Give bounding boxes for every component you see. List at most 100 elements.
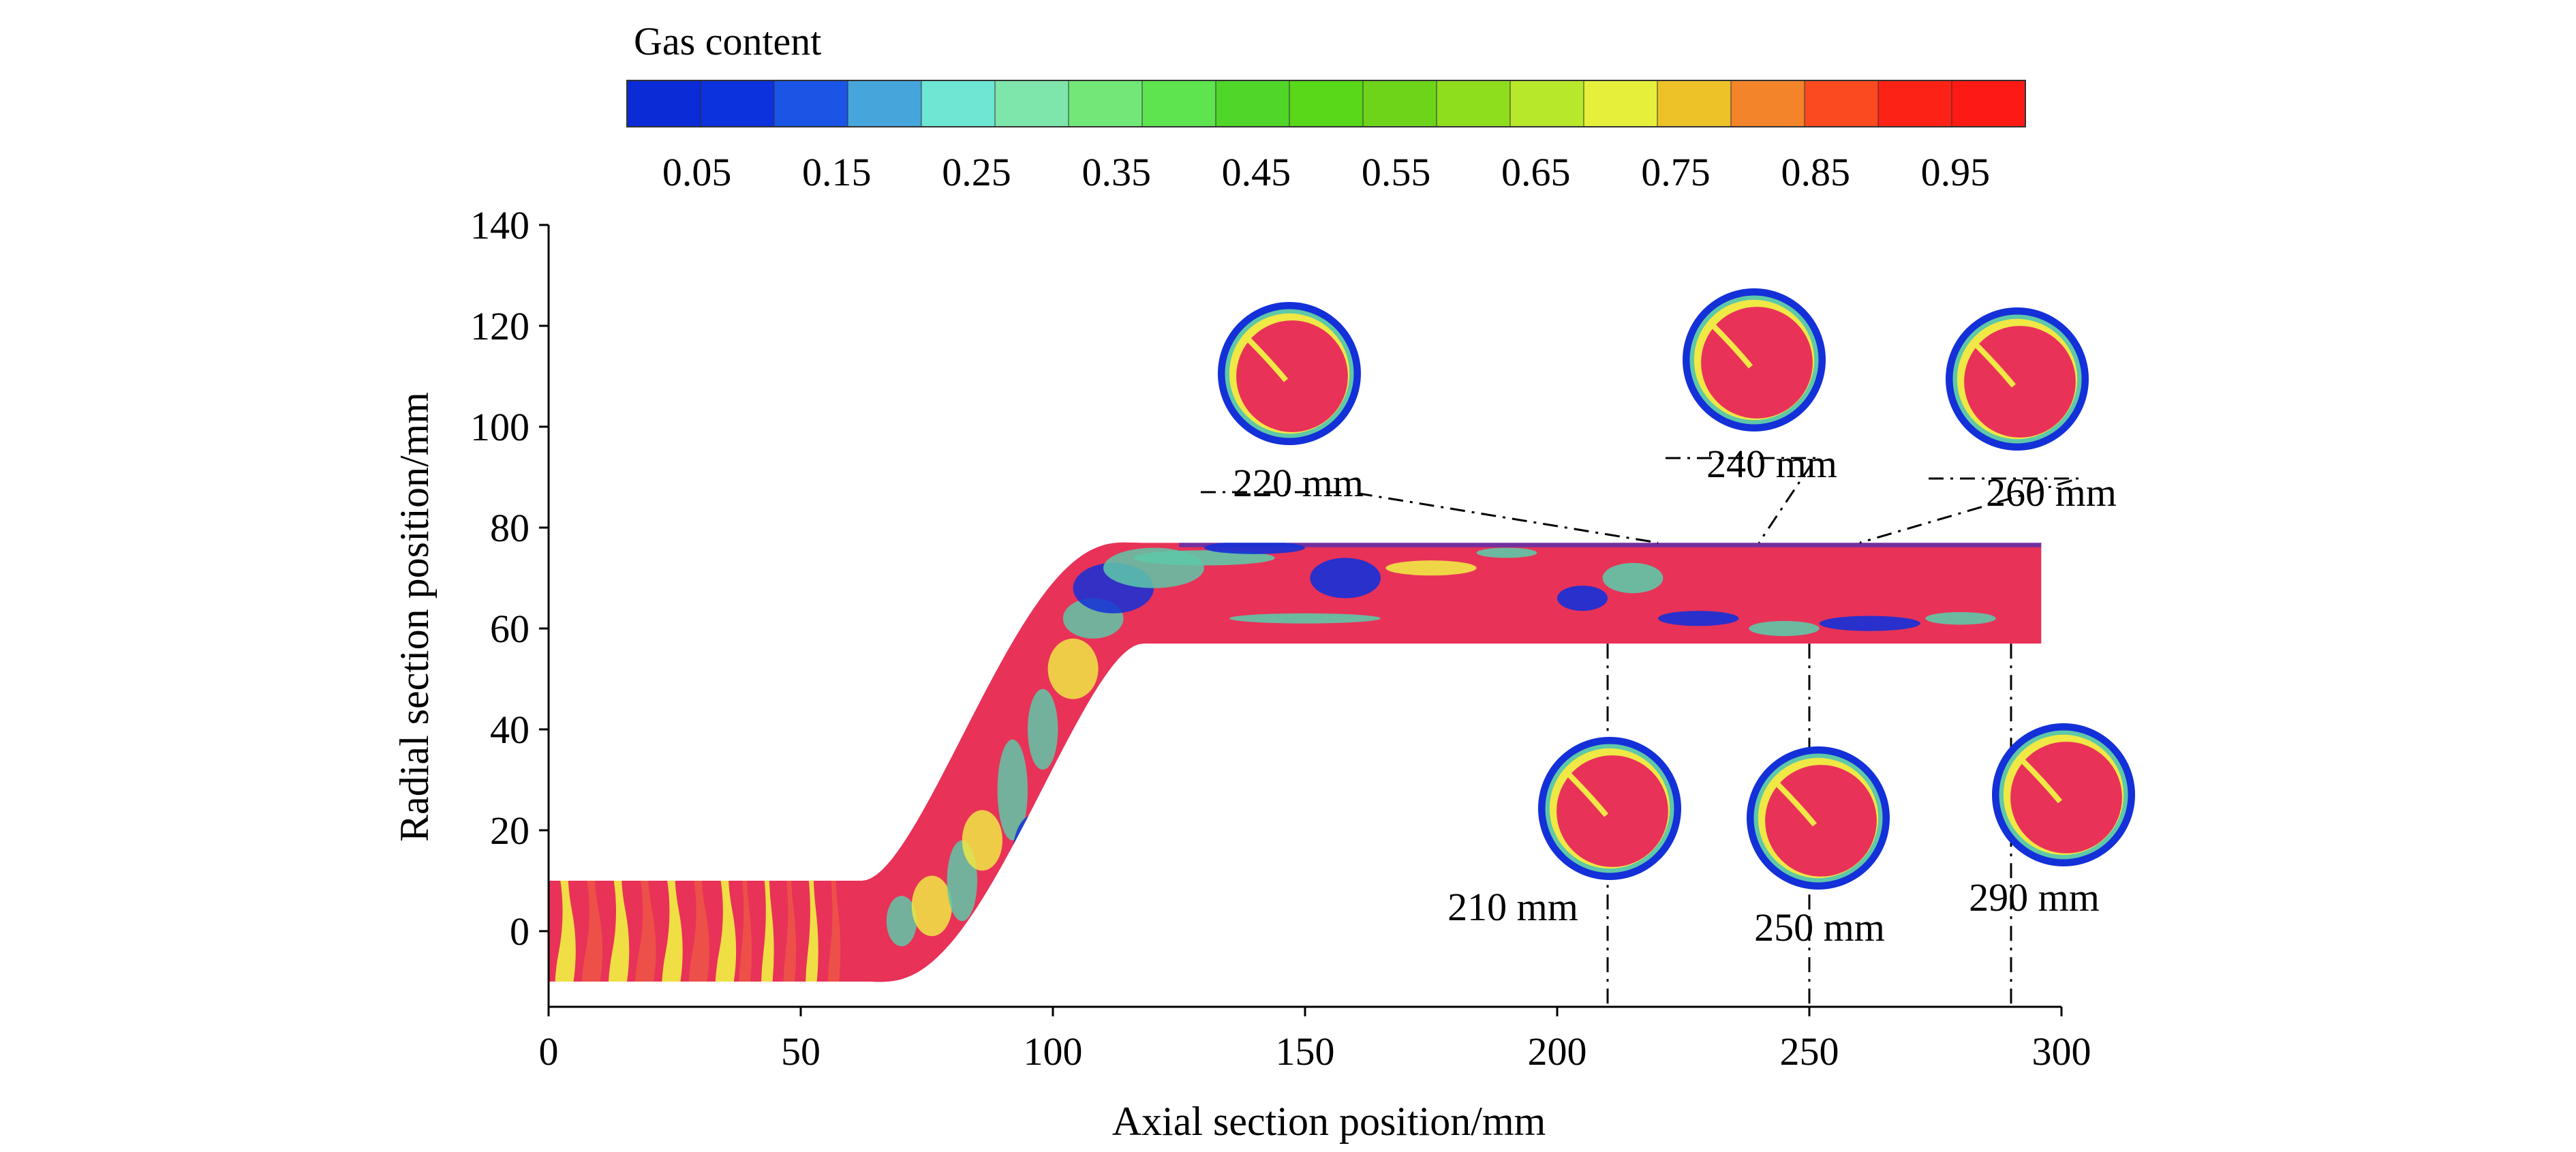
inlet-gas-band bbox=[661, 828, 683, 982]
section-streak-260 bbox=[1974, 343, 2017, 388]
colorbar-cell bbox=[1289, 80, 1364, 127]
colorbar-cell bbox=[700, 80, 775, 127]
colorbar-tick-label: 0.25 bbox=[942, 150, 1011, 194]
outlet-gas-pocket bbox=[1557, 586, 1608, 611]
colorbar-cell bbox=[1509, 80, 1584, 127]
x-tick-label: 300 bbox=[2032, 1029, 2091, 1074]
section-leader-240 bbox=[1666, 457, 1818, 544]
colorbar-cell bbox=[1215, 80, 1290, 127]
colorbar-cell bbox=[1804, 80, 1879, 127]
section-label-210: 210 mm bbox=[1447, 885, 1578, 929]
pipe-liquid-field bbox=[549, 542, 2042, 982]
colorbar-tick-label: 0.65 bbox=[1501, 150, 1571, 194]
colorbar-tick-label: 0.75 bbox=[1641, 150, 1711, 194]
bend-gas-pocket bbox=[962, 810, 1002, 871]
colorbar-cell bbox=[1877, 80, 1952, 127]
colorbar-tick-label: 0.45 bbox=[1222, 150, 1291, 194]
inlet-gas-band bbox=[783, 828, 797, 982]
x-tick-label: 250 bbox=[1780, 1029, 1839, 1074]
inlet-gas-band bbox=[608, 828, 630, 982]
colorbar-frame bbox=[626, 80, 2026, 127]
colorbar-title: Gas content bbox=[634, 19, 821, 63]
y-tick-label: 100 bbox=[470, 405, 530, 449]
outlet-gas-pocket bbox=[1819, 616, 1920, 631]
section-leader-220 bbox=[1201, 491, 1659, 544]
colorbar-cell bbox=[847, 80, 922, 127]
section-streak-220 bbox=[1246, 337, 1289, 382]
bend-gas-pocket bbox=[1028, 688, 1058, 770]
bend-gas-pocket bbox=[1047, 638, 1099, 699]
outlet-gas-pocket bbox=[1133, 550, 1275, 566]
outlet-gas-pocket bbox=[1310, 558, 1381, 598]
colorbar-cell bbox=[1068, 80, 1143, 127]
inlet-gas-band bbox=[581, 828, 603, 982]
y-tick-label: 60 bbox=[490, 607, 530, 651]
x-tick-label: 200 bbox=[1528, 1029, 1587, 1074]
outlet-gas-pocket bbox=[1602, 562, 1663, 594]
outlet-gas-pocket bbox=[1385, 560, 1477, 576]
section-core-220 bbox=[1236, 320, 1348, 432]
section-leader-260 bbox=[1859, 477, 2079, 544]
bend-gas-pocket bbox=[886, 896, 917, 947]
colorbar-cell bbox=[1362, 80, 1437, 127]
section-streak-250 bbox=[1775, 782, 1818, 827]
y-tick-label: 40 bbox=[490, 708, 530, 752]
inlet-gas-band bbox=[805, 828, 818, 982]
colorbar-cell bbox=[1657, 80, 1732, 127]
inlet-gas-band bbox=[555, 828, 576, 982]
x-tick-label: 150 bbox=[1276, 1029, 1335, 1074]
section-core-250 bbox=[1765, 765, 1877, 877]
colorbar-cell bbox=[1951, 80, 2026, 127]
x-tick-label: 50 bbox=[781, 1029, 821, 1074]
inlet-gas-band bbox=[761, 828, 774, 982]
x-tick-label: 100 bbox=[1024, 1029, 1083, 1074]
axes: 0 50 100 150 200 250 300 0 20 40 60 80 100 120 140 Ax… bbox=[392, 203, 2091, 1144]
colorbar-cell bbox=[1436, 80, 1511, 127]
y-tick-label: 140 bbox=[470, 203, 530, 247]
section-core-210 bbox=[1557, 755, 1668, 867]
section-label-250: 250 mm bbox=[1754, 905, 1885, 950]
colorbar-cell bbox=[773, 80, 848, 127]
section-label-240: 240 mm bbox=[1706, 442, 1837, 486]
section-core-240 bbox=[1701, 307, 1813, 419]
colorbar-tick-label: 0.15 bbox=[802, 150, 872, 194]
bend-gas-pocket bbox=[997, 739, 1028, 840]
y-tick-label: 0 bbox=[510, 909, 530, 954]
colorbar-cell bbox=[921, 80, 996, 127]
colorbar-cell bbox=[1730, 80, 1805, 127]
section-label-290: 290 mm bbox=[1969, 875, 2100, 920]
y-tick-label: 80 bbox=[490, 506, 530, 550]
x-axis-label: Axial section position/mm bbox=[1112, 1099, 1546, 1144]
inlet-gas-band bbox=[739, 828, 752, 982]
inlet-gas-band bbox=[634, 828, 656, 982]
inlet-gas-band bbox=[715, 828, 737, 982]
inlet-gas-band bbox=[827, 828, 841, 982]
section-core-290 bbox=[2010, 742, 2122, 853]
pipe-contour bbox=[549, 542, 2042, 982]
outlet-gas-pocket bbox=[1925, 611, 1996, 625]
colorbar-cell bbox=[626, 80, 701, 127]
colorbar-tick-label: 0.55 bbox=[1362, 150, 1431, 194]
colorbar-tick-label: 0.35 bbox=[1082, 150, 1151, 194]
outlet-gas-pocket bbox=[1749, 620, 1820, 637]
colorbar-cell bbox=[1583, 80, 1658, 127]
section-streak-240 bbox=[1711, 324, 1753, 369]
colorbar-cell bbox=[1141, 80, 1216, 127]
outlet-gas-pocket bbox=[1658, 611, 1739, 626]
bend-gas-pocket bbox=[1012, 815, 1053, 896]
colorbar: Gas content 0.05 0.15 0.25 0.35 0.45 0.55 0.65… bbox=[626, 19, 2026, 194]
section-label-220: 220 mm bbox=[1233, 461, 1364, 505]
cross-section-insets: 210 mm 220 mm 240 mm 250 mm 260 mm 290 mm bbox=[1218, 288, 2135, 950]
y-tick-label: 20 bbox=[490, 808, 530, 853]
inlet-gas-band bbox=[688, 828, 709, 982]
colorbar-tick-label: 0.85 bbox=[1781, 150, 1850, 194]
section-core-260 bbox=[1964, 326, 2076, 438]
x-tick-label: 0 bbox=[539, 1029, 559, 1074]
outlet-gas-pocket bbox=[1229, 613, 1381, 624]
colorbar-tick-label: 0.05 bbox=[662, 150, 732, 194]
bend-gas-pocket bbox=[911, 875, 952, 937]
section-label-260: 260 mm bbox=[1986, 470, 2117, 515]
section-streak-290 bbox=[2021, 759, 2063, 804]
y-tick-label: 120 bbox=[470, 304, 530, 348]
